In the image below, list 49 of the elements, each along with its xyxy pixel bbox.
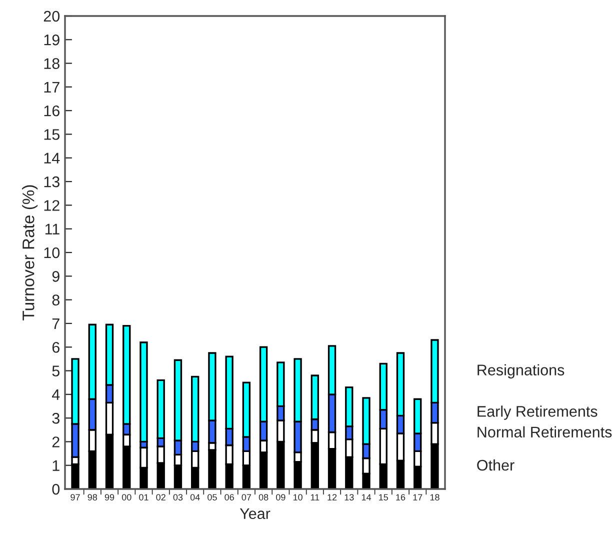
y-tick-label: 2 bbox=[52, 436, 60, 448]
x-tick-label: 17 bbox=[413, 494, 422, 500]
x-tick-label: 12 bbox=[328, 494, 337, 500]
x-tick-label: 11 bbox=[310, 494, 320, 500]
x-tick-label: 00 bbox=[122, 494, 132, 500]
x-tick-label: 98 bbox=[88, 494, 98, 500]
y-tick-label: 9 bbox=[52, 271, 60, 282]
y-tick-label: 14 bbox=[44, 152, 60, 164]
x-tick-label: 01 bbox=[139, 494, 148, 500]
y-tick-label: 20 bbox=[44, 10, 60, 22]
text: Early Retirements bbox=[478, 406, 598, 420]
text: Other bbox=[477, 459, 514, 471]
y-tick-label: 4 bbox=[52, 389, 60, 400]
x-axis-title: Year bbox=[240, 508, 270, 520]
y-tick-label: 17 bbox=[44, 82, 60, 92]
x-tick-label: 16 bbox=[396, 494, 406, 500]
y-tick-label: 12 bbox=[44, 200, 60, 211]
y-tick-label: 8 bbox=[52, 294, 60, 306]
x-tick-label: 08 bbox=[258, 494, 268, 500]
y-tick-label: 7 bbox=[52, 318, 60, 329]
y-axis-title: Turnover Rate (%) bbox=[22, 185, 38, 320]
x-tick-label: 10 bbox=[293, 494, 302, 500]
y-tick-label: 16 bbox=[44, 105, 60, 116]
x-tick-label: 03 bbox=[173, 494, 183, 500]
x-tick-label: 06 bbox=[224, 494, 234, 500]
x-tick-label: 97 bbox=[70, 494, 80, 500]
x-tick-label: 02 bbox=[156, 494, 166, 500]
x-tick-label: 05 bbox=[208, 494, 217, 500]
x-tick-label: 99 bbox=[104, 494, 114, 500]
x-tick-label: 13 bbox=[344, 494, 354, 500]
y-tick-label: 1 bbox=[52, 460, 60, 471]
x-tick-label: 18 bbox=[430, 494, 440, 500]
text: Resignations bbox=[478, 364, 564, 378]
y-tick-label: 3 bbox=[52, 412, 60, 424]
y-tick-label: 10 bbox=[44, 247, 60, 258]
y-tick-label: 5 bbox=[52, 366, 60, 376]
y-tick-label: 18 bbox=[44, 58, 60, 69]
x-tick-label: 14 bbox=[362, 494, 372, 500]
y-tick-label: 11 bbox=[45, 224, 60, 234]
y-tick-label: 15 bbox=[44, 129, 60, 140]
x-tick-label: 09 bbox=[276, 494, 286, 500]
x-tick-label: 15 bbox=[379, 494, 388, 500]
y-tick-label: 19 bbox=[44, 34, 60, 46]
y-tick-label: 0 bbox=[52, 484, 60, 495]
x-tick-label: 07 bbox=[242, 494, 252, 500]
y-tick-label: 13 bbox=[44, 176, 60, 188]
x-tick-label: 04 bbox=[190, 494, 200, 500]
text: Normal Retirements bbox=[478, 426, 612, 438]
y-tick-label: 6 bbox=[52, 342, 60, 353]
